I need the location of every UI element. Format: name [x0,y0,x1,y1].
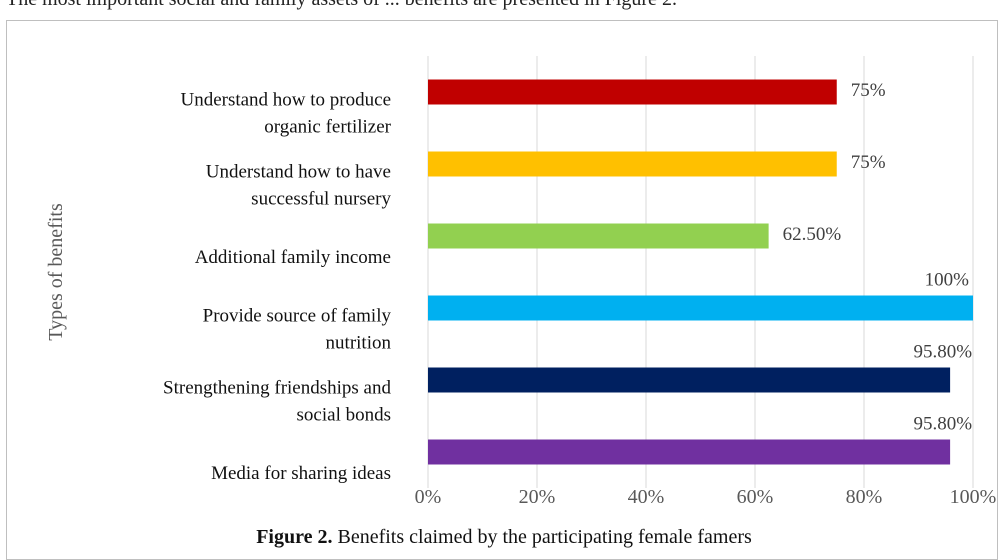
data-label: 62.50% [783,224,842,245]
category-label: nutrition [326,333,392,354]
y-axis-title: Types of benefits [45,203,67,341]
x-tick-label: 20% [519,486,556,508]
category-label: Understand how to produce [180,90,391,111]
x-tick-label: 40% [628,486,665,508]
figure-caption-text: Benefits claimed by the participating fe… [332,526,752,548]
data-label: 75% [851,80,886,101]
category-label: Strengthening friendships and [163,378,391,399]
bar [428,223,769,249]
category-label: Provide source of family [203,306,392,327]
category-label: Understand how to have [206,162,391,183]
category-label: organic fertilizer [264,117,391,138]
category-label: Additional family income [195,247,391,268]
category-label: social bonds [297,405,391,426]
bar [428,295,973,321]
page-top-text-line: The most important social and family ass… [6,0,677,11]
x-tick-label: 60% [737,486,774,508]
figure-caption-label: Figure 2. [256,526,333,548]
bar [428,79,837,105]
data-label: 95.80% [914,342,973,363]
x-tick-label: 80% [846,486,883,508]
x-tick-label: 100% [950,486,997,508]
x-tick-label: 0% [415,486,442,508]
bar [428,151,837,177]
bar [428,367,951,393]
category-label: successful nursery [251,189,391,210]
page-top-text: The most important social and family ass… [0,0,1008,22]
bar [428,439,951,465]
figure-caption: Figure 2. Benefits claimed by the partic… [0,526,1008,549]
data-label: 95.80% [914,414,973,435]
data-label: 75% [851,152,886,173]
category-label: Media for sharing ideas [211,463,391,484]
data-label: 100% [925,270,970,291]
